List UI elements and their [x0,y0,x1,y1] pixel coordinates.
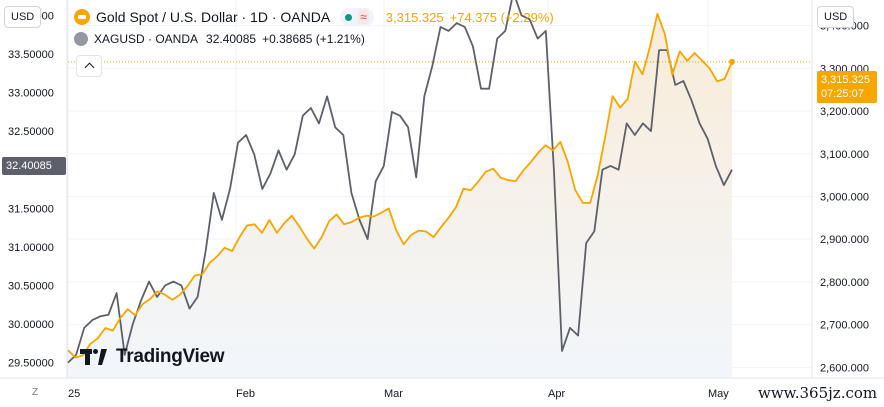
left-tick-label: 33.50000 [8,49,54,61]
legend-compare-symbol[interactable]: XAGUSD · OANDA 32.40085 +0.38685 (+1.21%… [74,28,554,50]
left-axis[interactable]: 29.50000 30.00000 30.50000 31.00000 31.50000… [8,10,54,369]
right-tick-label: 3,000.000 [820,191,869,203]
right-tick-label: 2,800.000 [820,277,869,289]
left-tick-label: 31.00000 [8,242,54,254]
gold-change: +74.375 (+2.29%) [449,9,554,25]
gold-bar-icon [74,9,90,25]
chart-legend: Gold Spot / U.S. Dollar · 1D · OANDA ≈ 3… [74,6,554,50]
series-line-xagusd [67,0,733,364]
compare-last-price: 32.40085 [206,32,257,46]
right-tick-label: 3,100.000 [820,149,869,161]
left-currency-button[interactable]: USD [4,6,42,28]
gold-price-badge: 3,315.325 07:25:07 [817,71,877,103]
right-tick-label: 2,900.000 [820,234,869,246]
left-tick-label: 33.00000 [8,88,54,100]
collapse-legend-button[interactable] [76,55,102,77]
right-currency-button[interactable]: USD [817,6,855,28]
time-tick-label: Apr [548,388,565,400]
market-open-dot-icon [345,13,353,21]
legend-main-symbol[interactable]: Gold Spot / U.S. Dollar · 1D · OANDA ≈ 3… [74,6,554,28]
market-status[interactable]: ≈ [340,8,374,26]
silver-price-badge: 32.40085 [2,157,66,175]
gold-price-label: 3,315.325 [821,74,870,86]
compare-change: +0.38685 (+1.21%) [262,32,365,46]
time-tick-label: May [708,388,729,400]
left-tick-label: 30.50000 [8,280,54,292]
compare-symbol-name: XAGUSD · OANDA [94,32,199,46]
left-tick-label: 30.00000 [8,319,54,331]
data-delay-icon: ≈ [358,10,369,24]
gold-last-price: 3,315.325 [385,9,444,25]
time-zone-toggle-button[interactable]: Z [31,387,39,398]
time-tick-label: 25 [68,388,80,400]
compare-symbol-icon [74,32,88,46]
left-tick-label: 31.50000 [8,203,54,215]
time-axis[interactable]: 25 Feb Mar Apr May [68,388,729,400]
right-tick-label: 2,600.000 [820,362,869,374]
series-line-xauusd [67,12,733,359]
site-watermark: www.365jz.com [758,384,878,402]
bar-countdown: 07:25:07 [821,88,864,100]
gold-area-fill [68,13,732,378]
symbol-title[interactable]: Gold Spot / U.S. Dollar · 1D · OANDA [96,9,331,25]
tradingview-logo-icon [80,347,110,367]
right-tick-label: 3,200.000 [820,106,869,118]
tradingview-logo-text: TradingView [116,346,225,367]
time-tick-label: Mar [384,388,403,400]
left-tick-label: 32.50000 [8,126,54,138]
right-tick-label: 2,700.000 [820,320,869,332]
time-tick-label: Feb [236,388,255,400]
tradingview-logo[interactable]: TradingView [80,346,225,368]
left-tick-label: 29.50000 [8,358,54,370]
gold-last-point [729,58,735,65]
